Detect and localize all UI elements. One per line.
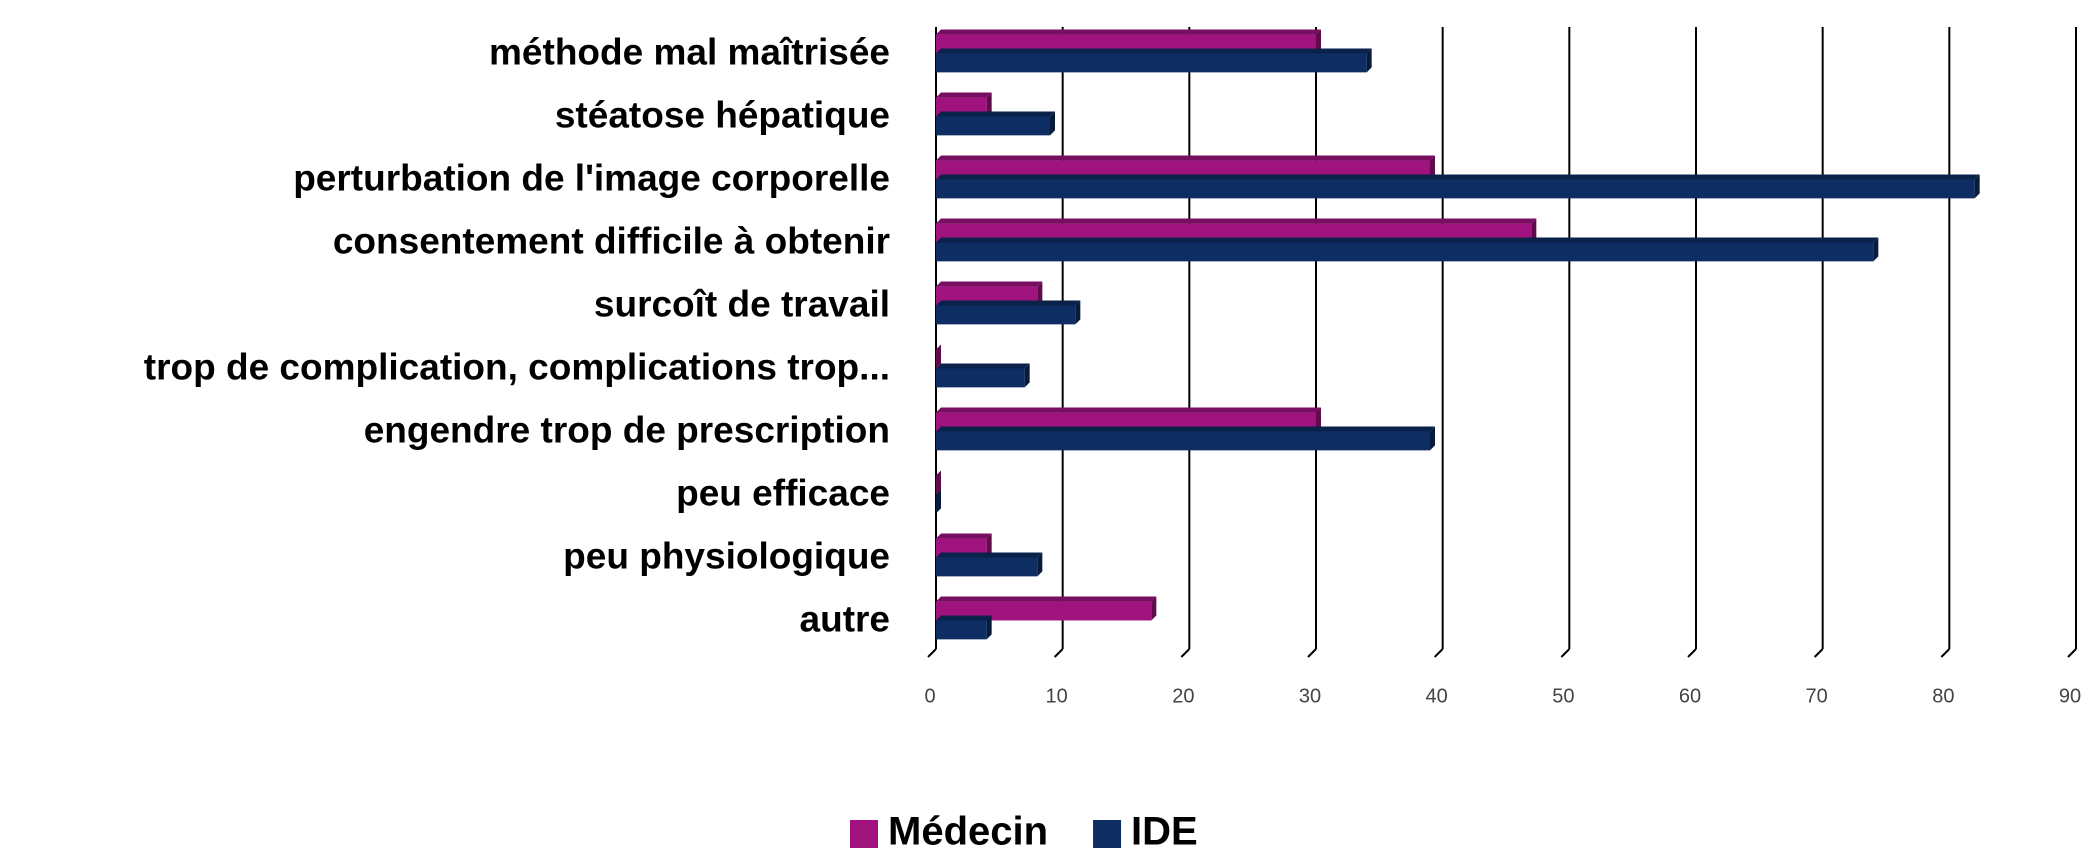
x-tick-label: 20 (1172, 685, 1194, 707)
bar (936, 552, 1043, 577)
bar (936, 237, 1879, 262)
bar (936, 300, 1081, 325)
category-label: perturbation de l'image corporelle (293, 157, 890, 198)
legend-label: Médecin (888, 810, 1048, 853)
tick-mark (2067, 648, 2077, 658)
tick-mark (1560, 648, 1571, 658)
tick-mark (1940, 648, 1951, 658)
x-tick-label: 80 (1932, 685, 1954, 707)
legend-swatch (850, 820, 878, 848)
bar (936, 489, 941, 514)
bar (936, 111, 1055, 136)
category-label: consentement difficile à obtenir (333, 220, 890, 261)
tick-mark (1813, 648, 1824, 658)
bar (936, 615, 992, 640)
tick-mark (1687, 648, 1697, 658)
x-tick-label: 30 (1299, 685, 1321, 707)
bar (936, 363, 1030, 388)
tick-mark (927, 648, 937, 658)
tick-mark (1433, 648, 1444, 658)
tick-mark (1053, 648, 1064, 658)
category-label: trop de complication, complications trop… (144, 346, 890, 387)
legend-label: IDE (1131, 810, 1198, 853)
x-tick-label: 10 (1046, 685, 1068, 707)
bar (936, 174, 1980, 199)
bar (936, 426, 1435, 451)
legend-swatch (1093, 820, 1122, 848)
category-label: engendre trop de prescription (364, 409, 890, 450)
bar (936, 48, 1372, 73)
tick-mark (1307, 648, 1317, 658)
category-label: autre (800, 598, 890, 639)
category-label: stéatose hépatique (555, 94, 890, 135)
category-label: peu efficace (676, 472, 890, 513)
bar (936, 470, 941, 495)
category-label: peu physiologique (563, 535, 890, 576)
x-tick-label: 60 (1679, 685, 1701, 707)
x-tick-label: 50 (1552, 685, 1574, 707)
x-tick-label: 70 (1806, 685, 1828, 707)
x-tick-label: 40 (1426, 685, 1448, 707)
x-tick-label: 0 (924, 685, 935, 707)
tick-mark (1180, 648, 1191, 658)
category-label: méthode mal maîtrisée (489, 31, 890, 72)
category-label: surcoît de travail (594, 283, 890, 324)
bar (936, 344, 941, 369)
x-tick-label: 90 (2059, 685, 2081, 707)
